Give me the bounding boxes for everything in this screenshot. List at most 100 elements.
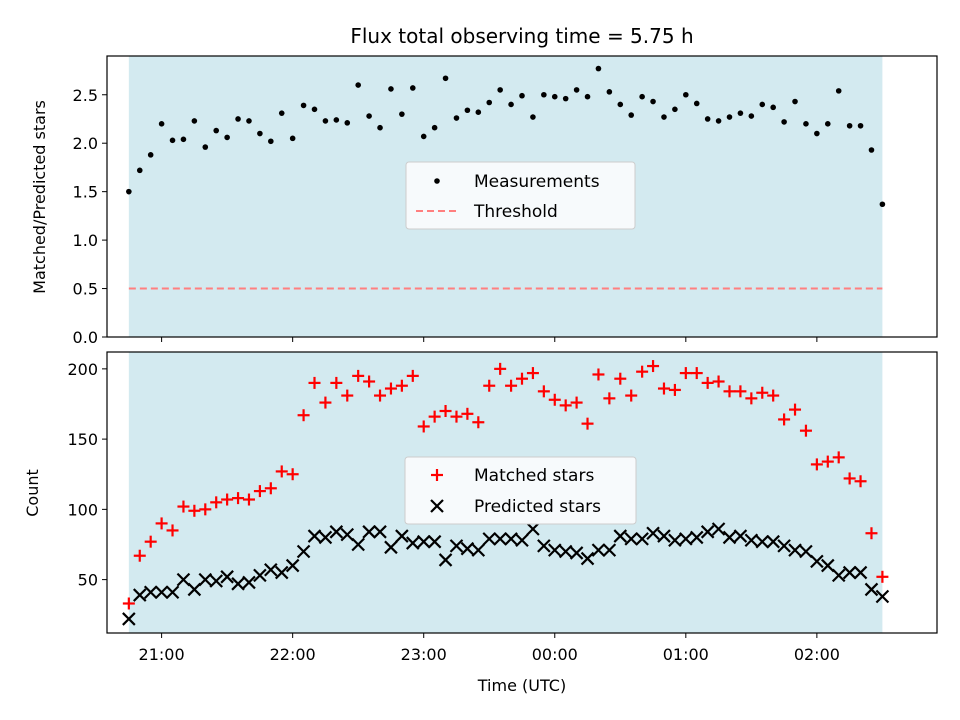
matched-star-point [647,360,660,373]
predicted-star-point [296,544,311,559]
predicted-star-point [679,532,693,546]
predicted-star-point [733,529,748,543]
matched-star-point [516,372,528,385]
matched-star-point [854,475,867,488]
bottom-legend-box [404,456,637,525]
y-tick-label: 1.5 [73,183,98,202]
matched-star-point [166,524,179,537]
measurement-point [126,188,132,195]
measurement-point [344,120,351,126]
measurement-point [835,88,842,94]
matched-star-point [559,399,572,412]
bottom-panel: 50 100 150 200 21:00 22:00 23:00 00:00 01:00 02:… [23,351,938,695]
matched-star-point [865,527,878,540]
predicted-star-point [143,585,158,600]
matched-star-point [592,368,605,381]
y-tick-label: 200 [67,360,98,379]
measurement-point [650,98,656,105]
measurement-point [628,112,635,118]
matched-star-point [778,413,791,426]
chart-title: Flux total observing time = 5.75 h [350,24,693,48]
measurement-point [737,110,744,116]
matched-star-point [701,376,714,389]
measurement-point [519,92,525,99]
predicted-star-point [122,612,136,626]
predicted-star-point [613,529,628,543]
predicted-star-point [351,537,365,552]
predicted-star-point [799,544,813,559]
measurement-point [617,101,624,108]
predicted-star-point [504,532,518,546]
matched-star-point [832,451,845,464]
predicted-star-point [482,532,497,546]
matched-star-point [505,379,518,392]
top-x-ticks [161,337,818,342]
x-tick-label: 02:00 [794,645,840,664]
measurement-point [180,136,187,143]
measurement-point [879,201,886,208]
measurement-point [814,130,820,137]
predicted-star-point [373,525,387,539]
measurement-point [661,114,667,120]
matched-star-point [395,379,408,392]
predicted-star-point [132,588,147,602]
predicted-star-point [242,575,256,590]
bottom-y-ticks: 50 100 150 200 [67,360,107,590]
measurement-point [759,101,766,108]
matched-star-point [352,369,365,382]
predicted-star-point [438,553,453,567]
measurement-point [268,138,274,145]
measurement-point [475,109,482,115]
measurement-point [246,118,252,124]
predicted-star-point [253,568,267,583]
matched-star-point [384,382,397,395]
measurement-point [824,121,831,127]
bottom-marks [122,360,890,626]
measurement-point [606,89,613,95]
x-tick-label: 01:00 [663,645,709,664]
matched-star-point [723,385,736,398]
predicted-star-point [744,533,759,548]
measurement-point [508,101,514,108]
matched-star-point [450,410,463,423]
y-tick-label: 0.0 [73,328,98,347]
predicted-star-point [526,522,540,536]
matched-star-point [712,375,725,388]
matched-star-point [548,393,561,406]
measurement-point [672,106,678,113]
measurement-point [584,93,591,100]
matched-star-point [690,367,703,380]
matched-star-point [537,385,550,398]
predicted-star-point [231,577,245,591]
matched-star-point [767,389,780,402]
measurement-point [289,135,296,142]
measurement-point [442,75,449,82]
measurement-point [202,144,209,150]
measurement-point [792,98,798,105]
x-tick-label: 00:00 [532,645,578,664]
measurement-point [213,127,220,134]
matched-star-point [526,367,539,380]
matched-star-point [253,485,266,498]
predicted-star-point [810,554,824,569]
matched-star-point [122,597,135,610]
measurement-point [781,119,787,125]
measurement-point [158,121,165,127]
predicted-star-point [788,543,802,557]
matched-star-point [483,379,496,392]
matched-star-point [275,465,288,478]
measurement-point [704,116,711,122]
measurement-point [464,107,471,114]
predicted-star-point [591,543,606,557]
measurement-point [377,124,383,131]
predicted-star-point [700,525,715,539]
predicted-star-point [777,539,791,553]
predicted-star-point [274,565,289,580]
y-tick-label: 2.0 [73,134,98,153]
predicted-star-point [416,534,431,549]
matched-star-point [810,458,823,471]
measurement-point [683,91,689,98]
predicted-star-point [558,544,573,559]
predicted-star-point [318,530,333,545]
matched-star-point [374,389,387,402]
